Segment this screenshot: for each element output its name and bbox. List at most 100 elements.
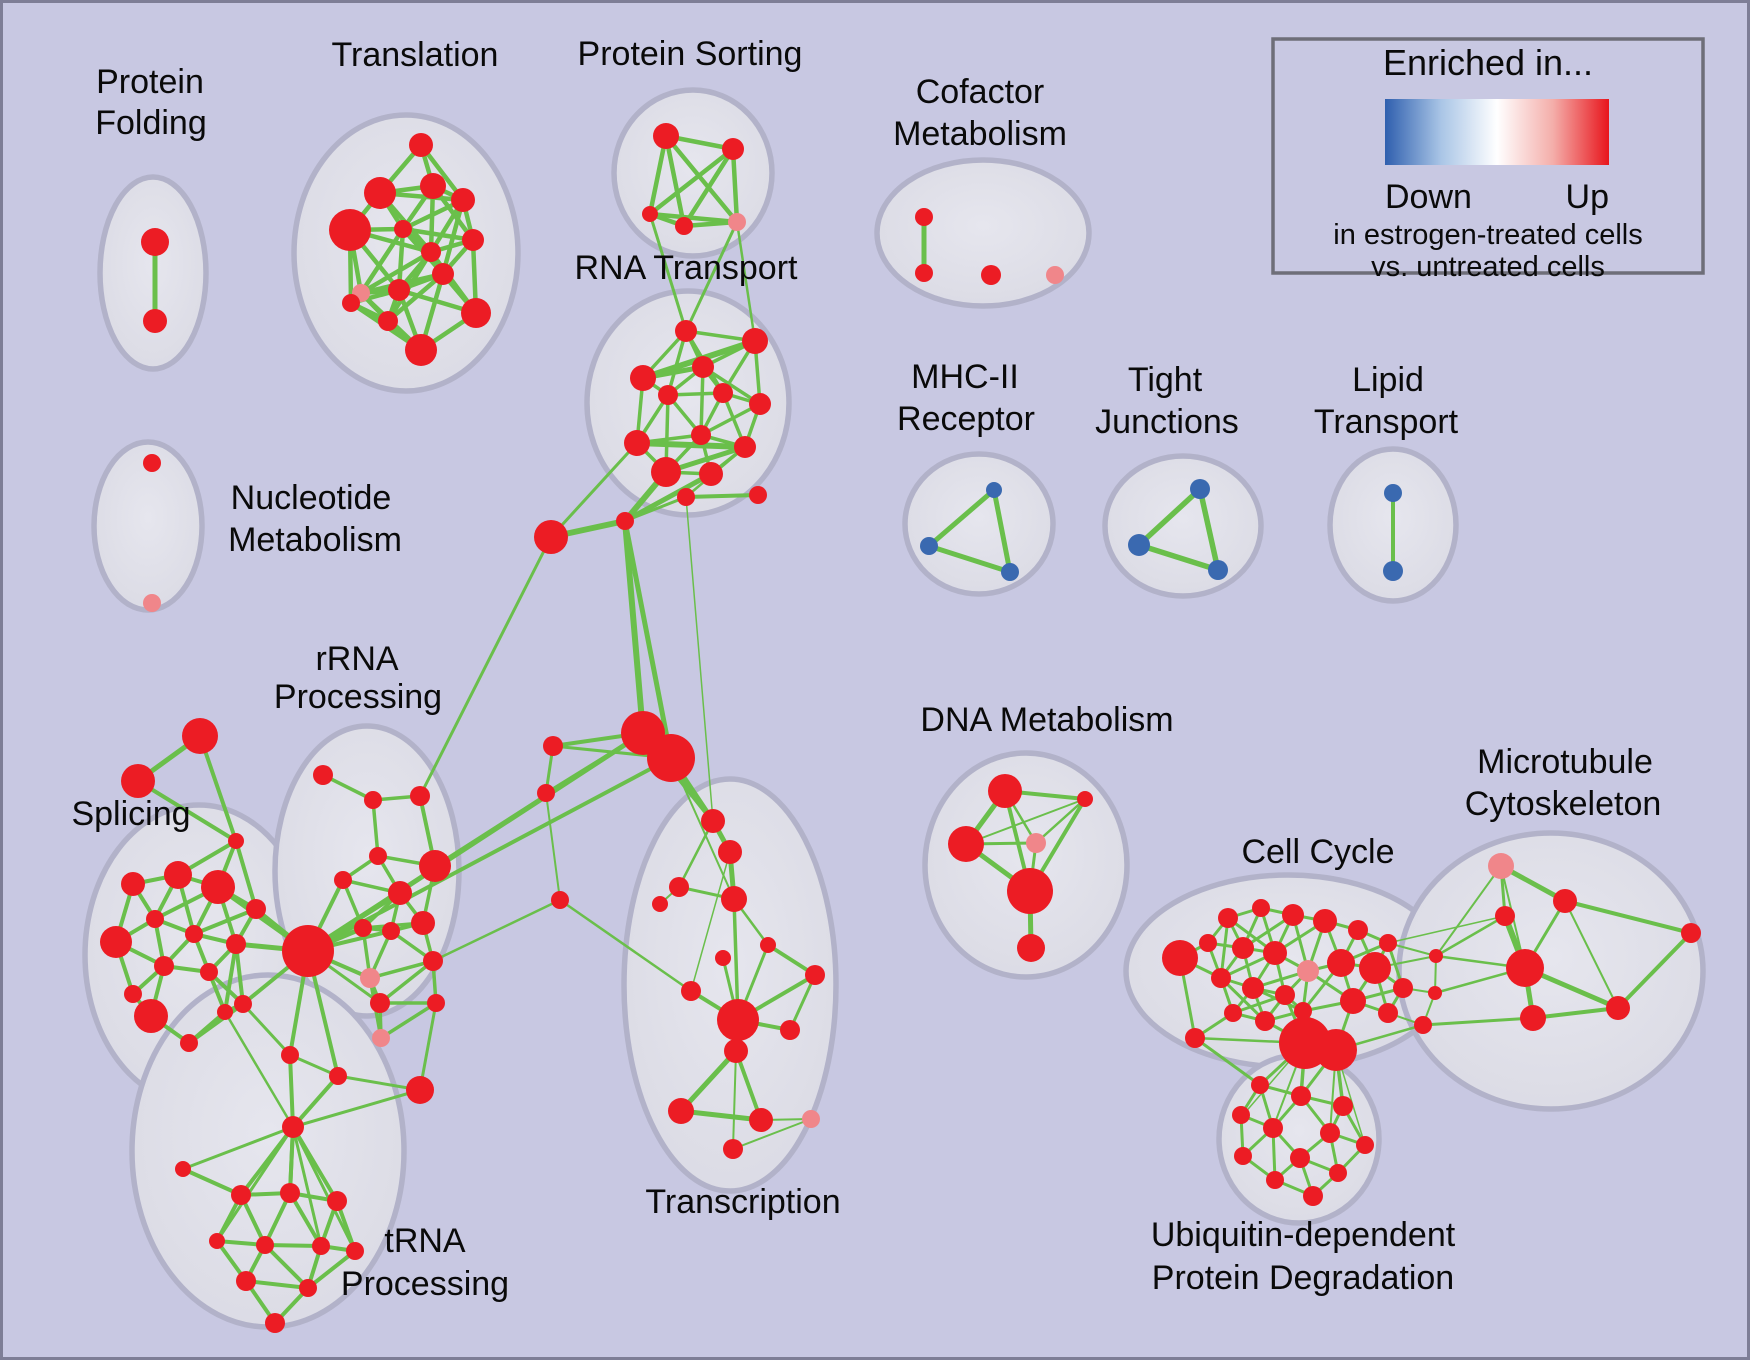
network-edge bbox=[288, 1191, 323, 1248]
lipid-transport-label: Transport bbox=[1314, 403, 1459, 441]
network-edge bbox=[1034, 797, 1087, 845]
network-node bbox=[653, 123, 679, 149]
network-node bbox=[409, 133, 433, 157]
network-node bbox=[675, 217, 693, 235]
network-node bbox=[1190, 479, 1210, 499]
network-node bbox=[986, 482, 1002, 498]
network-node bbox=[228, 833, 244, 849]
network-node bbox=[226, 934, 246, 954]
network-edge bbox=[732, 1050, 737, 1150]
network-node bbox=[364, 791, 382, 809]
network-edge bbox=[623, 495, 688, 523]
network-node bbox=[1162, 940, 1198, 976]
network-edge bbox=[991, 487, 1013, 575]
network-node bbox=[334, 871, 352, 889]
network-edge bbox=[1421, 1016, 1535, 1027]
cell-cycle-label: Cell Cycle bbox=[1241, 833, 1394, 871]
network-edge bbox=[263, 1243, 310, 1290]
network-edge bbox=[291, 1074, 340, 1129]
network-edge bbox=[181, 1167, 243, 1197]
network-node bbox=[652, 896, 668, 912]
network-edge bbox=[1435, 865, 1502, 957]
network-edge bbox=[663, 133, 740, 225]
network-edge bbox=[685, 496, 714, 822]
network-edge bbox=[263, 1243, 323, 1248]
network-node bbox=[313, 765, 333, 785]
network-node bbox=[669, 877, 689, 897]
network-node bbox=[462, 229, 484, 251]
network-edge bbox=[549, 441, 639, 539]
network-node bbox=[1255, 1011, 1275, 1031]
network-edge bbox=[223, 942, 238, 1014]
protein-folding-label: Protein bbox=[96, 63, 204, 101]
network-edge bbox=[418, 535, 553, 798]
network-node bbox=[537, 784, 555, 802]
network-edge bbox=[732, 1118, 812, 1150]
trna-processing-label: tRNA bbox=[384, 1222, 466, 1260]
ubiquitin-degradation-label: Ubiquitin-dependent bbox=[1151, 1216, 1456, 1254]
network-node bbox=[728, 213, 746, 231]
cofactor-metabolism-label: Cofactor bbox=[916, 73, 1045, 111]
network-node bbox=[1282, 904, 1304, 926]
network-edge bbox=[234, 839, 258, 911]
translation-label: Translation bbox=[332, 36, 499, 74]
network-edge bbox=[181, 1125, 295, 1171]
network-node bbox=[677, 488, 695, 506]
network-node bbox=[327, 1191, 347, 1211]
network-node bbox=[406, 1076, 434, 1104]
mhc-ii-receptor-label: MHC-II bbox=[911, 358, 1019, 396]
network-node bbox=[370, 993, 390, 1013]
network-node bbox=[1211, 968, 1231, 988]
network-node bbox=[420, 173, 446, 199]
network-node bbox=[124, 985, 142, 1003]
dna-metabolism-ellipse bbox=[922, 750, 1130, 980]
cluster-ellipses bbox=[82, 87, 1706, 1330]
trna-processing-label: Processing bbox=[341, 1265, 509, 1303]
legend-up-label: Up bbox=[1566, 178, 1609, 216]
network-node bbox=[734, 436, 756, 458]
network-edge bbox=[677, 819, 715, 889]
cofactor-metabolism-label: Metabolism bbox=[893, 115, 1067, 153]
ubiquitin-degradation-label: Protein Degradation bbox=[1152, 1259, 1454, 1297]
network-node bbox=[1266, 1171, 1284, 1189]
network-node bbox=[256, 1236, 274, 1254]
network-node bbox=[405, 334, 437, 366]
network-node bbox=[915, 264, 933, 282]
network-node bbox=[668, 1098, 694, 1124]
network-node bbox=[1218, 908, 1238, 928]
network-edge bbox=[368, 959, 435, 980]
network-node bbox=[780, 1020, 800, 1040]
network-node bbox=[1378, 1003, 1398, 1023]
network-node bbox=[410, 786, 430, 806]
network-node bbox=[948, 826, 984, 862]
network-nodes bbox=[100, 123, 1701, 1333]
network-node bbox=[534, 520, 568, 554]
network-edge bbox=[681, 146, 736, 229]
network-node bbox=[411, 911, 435, 935]
tight-junctions-label: Junctions bbox=[1095, 403, 1239, 441]
network-edge bbox=[1616, 931, 1693, 1010]
network-node bbox=[146, 910, 164, 928]
network-node bbox=[543, 736, 563, 756]
network-node bbox=[718, 840, 742, 864]
network-node bbox=[432, 263, 454, 285]
network-node bbox=[1128, 534, 1150, 556]
network-edge bbox=[244, 1279, 310, 1290]
microtubule-cytoskeleton-label: Microtubule bbox=[1477, 743, 1653, 781]
network-edge bbox=[558, 898, 693, 993]
network-node bbox=[164, 861, 192, 889]
network-node bbox=[182, 718, 218, 754]
legend-gradient-bar bbox=[1385, 99, 1609, 165]
network-node bbox=[1232, 1106, 1250, 1124]
network-node bbox=[427, 994, 445, 1012]
network-node bbox=[141, 228, 169, 256]
network-edge bbox=[1219, 916, 1230, 980]
network-node bbox=[1488, 853, 1514, 879]
network-node bbox=[200, 963, 218, 981]
network-node bbox=[1553, 889, 1577, 913]
network-node bbox=[1313, 909, 1337, 933]
network-node bbox=[154, 956, 174, 976]
network-node bbox=[1320, 1123, 1340, 1143]
